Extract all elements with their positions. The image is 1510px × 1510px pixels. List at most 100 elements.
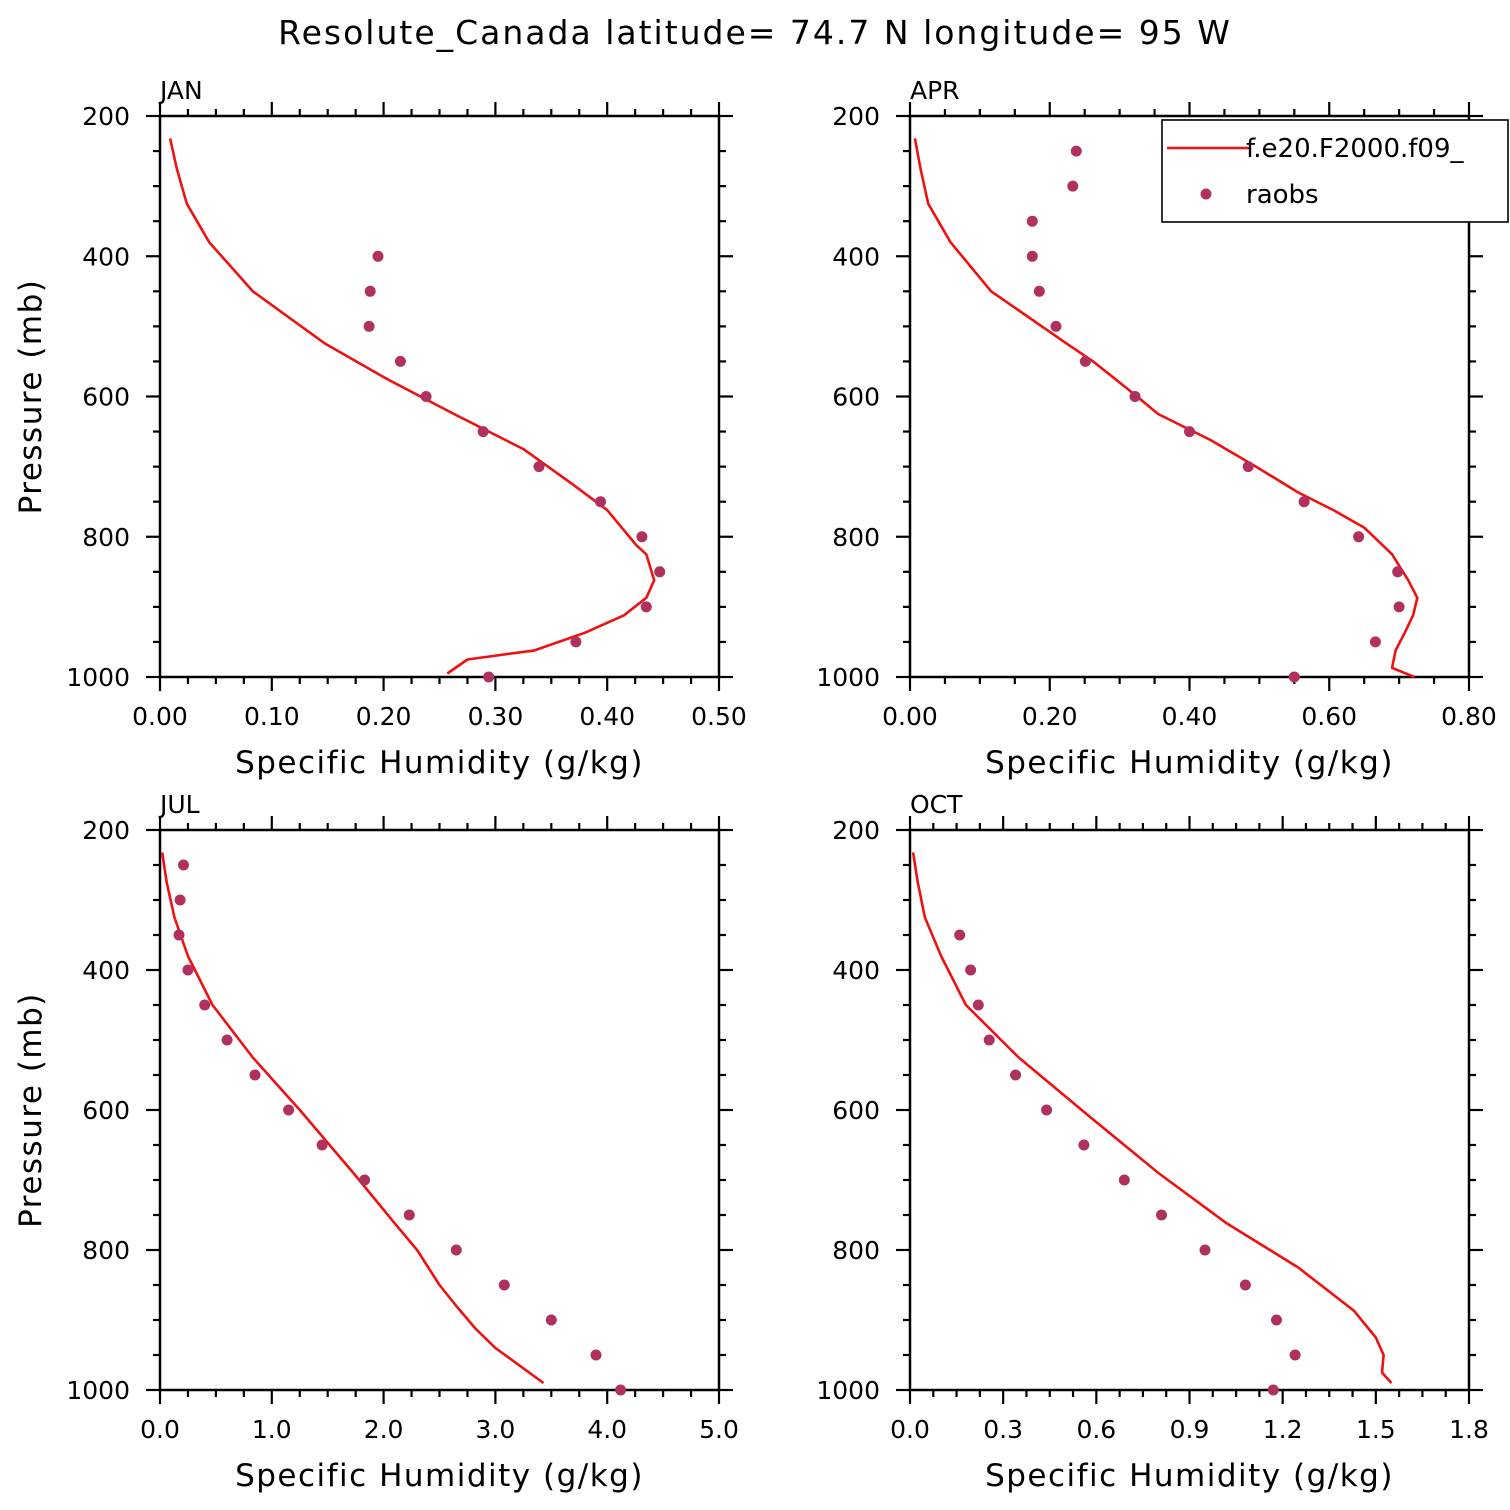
panel-label-jan: JAN [158, 76, 203, 105]
obs-point-apr [1033, 285, 1045, 297]
obs-point-jul [498, 1279, 510, 1291]
obs-point-jan [640, 601, 652, 613]
obs-point-apr [1353, 531, 1365, 543]
panel-label-apr: APR [910, 76, 960, 105]
xtick-label-apr: 0.40 [1162, 702, 1218, 731]
obs-point-jan [636, 531, 648, 543]
xtick-label-apr: 0.00 [882, 702, 938, 731]
obs-point-jul [182, 964, 194, 976]
x-axis-label-jan: Specific Humidity (g/kg) [235, 745, 644, 781]
obs-point-oct [972, 999, 984, 1011]
plot-frame-jul [158, 828, 721, 1392]
xtick-label-oct: 1.2 [1263, 1415, 1303, 1444]
obs-point-oct [1156, 1209, 1167, 1221]
ytick-label-jan: 200 [82, 102, 130, 131]
obs-point-apr [1050, 320, 1062, 332]
xtick-label-jan: 0.50 [691, 702, 747, 731]
ytick-label-apr: 1000 [816, 663, 880, 692]
ytick-label-apr: 200 [832, 102, 880, 131]
obs-point-jan [654, 566, 666, 578]
xtick-label-jul: 1.0 [252, 1415, 292, 1444]
obs-point-oct [954, 929, 966, 941]
xtick-label-jan: 0.40 [579, 702, 635, 731]
obs-point-oct [1271, 1314, 1282, 1326]
xtick-label-jul: 3.0 [476, 1415, 516, 1444]
obs-point-oct [1239, 1279, 1251, 1291]
obs-point-jul [316, 1139, 328, 1151]
obs-point-jul [403, 1209, 415, 1221]
obs-point-jul [249, 1069, 261, 1081]
obs-point-apr [1129, 391, 1141, 402]
obs-point-apr [1026, 250, 1038, 262]
obs-point-apr [1369, 636, 1381, 648]
ytick-label-jul: 200 [82, 816, 130, 845]
obs-point-oct [1199, 1244, 1211, 1256]
xtick-label-jul: 5.0 [699, 1415, 739, 1444]
obs-point-jan [483, 671, 495, 683]
legend-box [1161, 119, 1509, 223]
ytick-label-oct: 200 [832, 816, 880, 845]
xtick-label-jan: 0.00 [132, 702, 188, 731]
legend: f.e20.F2000.f09_raobs [1161, 119, 1509, 223]
panel-jul: JUL 0.0 1.0 2.0 3.0 4.0 5.0 200 400 600 800 1000 Spe… [13, 790, 739, 1494]
panel-label-oct: OCT [910, 790, 963, 819]
model-series-line-jan [168, 138, 656, 675]
obs-point-apr [1079, 355, 1091, 367]
obs-point-jul [174, 894, 186, 906]
obs-point-apr [1288, 671, 1300, 683]
obs-point-apr [1393, 601, 1405, 613]
obs-point-apr [1067, 180, 1079, 192]
ytick-label-oct: 1000 [816, 1376, 880, 1405]
obs-point-jan [420, 391, 432, 402]
obs-point-jan [595, 496, 606, 508]
obs-point-oct [1041, 1104, 1053, 1116]
xtick-label-oct: 1.5 [1356, 1415, 1396, 1444]
xtick-label-oct: 0.9 [1170, 1415, 1210, 1444]
obs-point-jan [533, 461, 545, 473]
xtick-label-jan: 0.10 [244, 702, 300, 731]
xtick-label-oct: 0.3 [983, 1415, 1023, 1444]
x-axis-label-jul: Specific Humidity (g/kg) [235, 1458, 644, 1494]
xtick-label-jul: 4.0 [587, 1415, 627, 1444]
xtick-label-apr: 0.60 [1301, 702, 1357, 731]
obs-point-oct [1010, 1069, 1022, 1081]
y-axis-label-jul: Pressure (mb) [13, 992, 49, 1228]
obs-point-jan [372, 250, 384, 262]
xtick-label-oct: 0.0 [890, 1415, 930, 1444]
xtick-label-jan: 0.20 [356, 702, 412, 731]
obs-point-oct [1289, 1349, 1301, 1361]
panel-jan: JAN 0.00 0.10 0.20 0.30 0.40 0.50 200 400 600 800 1… [13, 76, 747, 781]
legend-obs-swatch [1200, 188, 1212, 200]
xtick-label-jul: 0.0 [140, 1415, 180, 1444]
obs-point-jan [364, 285, 376, 297]
ytick-label-jan: 400 [82, 242, 130, 271]
ytick-label-apr: 400 [832, 242, 880, 271]
xtick-label-apr: 0.80 [1441, 702, 1497, 731]
obs-point-jul [221, 1034, 233, 1046]
obs-point-apr [1392, 566, 1404, 578]
obs-point-oct [1267, 1384, 1279, 1396]
xtick-label-jul: 2.0 [364, 1415, 404, 1444]
obs-point-jul [590, 1349, 602, 1361]
xtick-label-apr: 0.20 [1022, 702, 1078, 731]
legend-obs-label: raobs [1246, 180, 1319, 210]
obs-point-jul [450, 1244, 462, 1256]
obs-point-apr [1070, 145, 1082, 157]
ytick-label-jul: 800 [82, 1236, 130, 1265]
panel-label-jul: JUL [158, 790, 200, 819]
model-series-line-oct [911, 852, 1393, 1384]
ytick-label-jan: 1000 [66, 663, 130, 692]
y-axis-label-jan: Pressure (mb) [13, 279, 49, 515]
obs-point-jul [359, 1174, 371, 1186]
figure-title: Resolute_Canada latitude= 74.7 N longitu… [278, 13, 1232, 52]
obs-point-apr [1298, 496, 1310, 508]
obs-point-jan [570, 636, 582, 648]
obs-point-jan [363, 320, 375, 332]
obs-point-jul [283, 1104, 295, 1116]
ytick-label-apr: 800 [832, 523, 880, 552]
obs-point-jul [615, 1384, 627, 1396]
model-series-line-apr [913, 138, 1419, 679]
obs-point-oct [1118, 1174, 1130, 1186]
obs-point-jul [178, 859, 189, 871]
